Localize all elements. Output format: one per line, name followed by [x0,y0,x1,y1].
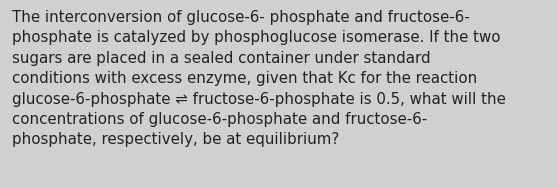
Text: The interconversion of glucose-6- phosphate and fructose-6-
phosphate is catalyz: The interconversion of glucose-6- phosph… [12,10,506,147]
